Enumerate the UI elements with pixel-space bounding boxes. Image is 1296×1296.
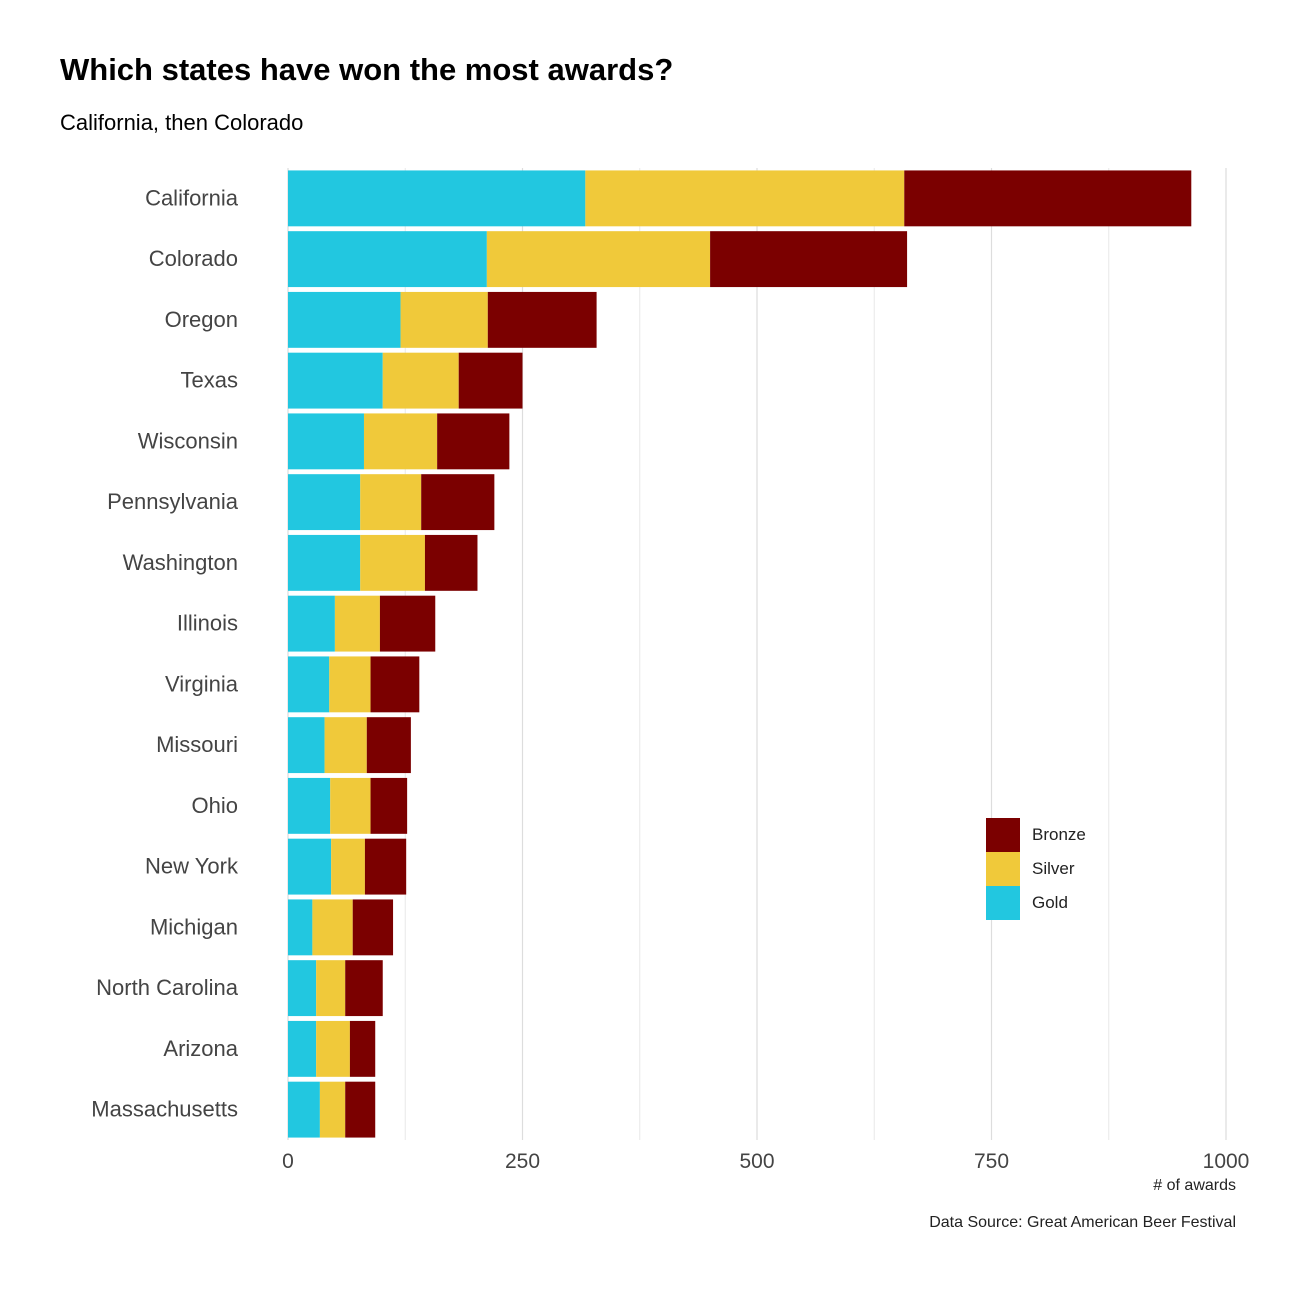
legend-label-silver: Silver: [1032, 859, 1075, 878]
bar-bronze-illinois: [379, 595, 436, 652]
bar-silver-california: [585, 170, 905, 227]
y-tick-label: Massachusetts: [91, 1097, 238, 1122]
bar-silver-michigan: [312, 899, 353, 956]
bar-gold-illinois: [288, 595, 335, 652]
bar-gold-ohio: [288, 777, 331, 834]
bar-silver-illinois: [334, 595, 380, 652]
bar-gold-missouri: [288, 717, 325, 774]
bar-gold-new-york: [288, 838, 332, 895]
bar-gold-texas: [288, 352, 383, 409]
bar-bronze-california: [904, 170, 1192, 227]
bar-silver-arizona: [316, 1020, 350, 1077]
y-tick-label: Wisconsin: [138, 428, 238, 453]
bar-bronze-arizona: [349, 1020, 376, 1077]
y-tick-label: New York: [145, 854, 239, 879]
bar-gold-california: [288, 170, 586, 227]
bar-gold-colorado: [288, 231, 487, 288]
y-tick-label: Illinois: [177, 611, 238, 636]
y-tick-label: Washington: [123, 550, 238, 575]
bar-bronze-ohio: [370, 777, 408, 834]
bar-gold-pennsylvania: [288, 474, 361, 531]
legend-swatch-silver: [986, 852, 1020, 886]
bar-bronze-pennsylvania: [421, 474, 495, 531]
bar-gold-washington: [288, 534, 361, 591]
y-tick-label: Oregon: [165, 307, 238, 332]
bar-silver-virginia: [329, 656, 371, 713]
y-tick-label: Michigan: [150, 914, 238, 939]
bar-gold-arizona: [288, 1020, 317, 1077]
bar-gold-massachusetts: [288, 1081, 320, 1138]
legend-item-gold: Gold: [986, 886, 1086, 920]
legend-label-bronze: Bronze: [1032, 825, 1086, 844]
y-tick-label: Ohio: [192, 793, 238, 818]
legend-swatch-bronze: [986, 818, 1020, 852]
y-tick-label: Texas: [181, 368, 238, 393]
bar-silver-ohio: [330, 777, 371, 834]
y-tick-label: Pennsylvania: [107, 489, 239, 514]
bar-silver-north-carolina: [316, 960, 346, 1017]
y-tick-label: Missouri: [156, 732, 238, 757]
legend-label-gold: Gold: [1032, 893, 1068, 912]
bar-gold-wisconsin: [288, 413, 364, 470]
bar-silver-new-york: [331, 838, 365, 895]
bar-silver-pennsylvania: [360, 474, 422, 531]
chart-title: Which states have won the most awards?: [60, 52, 674, 87]
bar-bronze-wisconsin: [437, 413, 510, 470]
bar-silver-washington: [360, 534, 425, 591]
bar-bronze-washington: [424, 534, 478, 591]
data-source-caption: Data Source: Great American Beer Festiva…: [929, 1214, 1236, 1231]
x-tick-label: 500: [739, 1150, 774, 1173]
bar-bronze-massachusetts: [345, 1081, 376, 1138]
bar-bronze-oregon: [487, 291, 597, 348]
bar-bronze-colorado: [710, 231, 908, 288]
bar-silver-oregon: [400, 291, 488, 348]
bar-silver-wisconsin: [363, 413, 438, 470]
y-tick-label: Virginia: [165, 671, 239, 696]
legend-swatch-gold: [986, 886, 1020, 920]
x-tick-label: 1000: [1203, 1150, 1250, 1173]
x-axis-title: # of awards: [1153, 1177, 1236, 1194]
y-tick-label: Arizona: [163, 1036, 238, 1061]
bar-silver-missouri: [324, 717, 367, 774]
bar-bronze-missouri: [366, 717, 411, 774]
bar-gold-north-carolina: [288, 960, 317, 1017]
bar-gold-michigan: [288, 899, 313, 956]
y-tick-label: California: [145, 185, 239, 210]
bar-bronze-new-york: [364, 838, 407, 895]
bar-silver-massachusetts: [319, 1081, 346, 1138]
bar-silver-colorado: [486, 231, 711, 288]
x-tick-label: 750: [974, 1150, 1009, 1173]
chart-subtitle: California, then Colorado: [60, 110, 304, 135]
bar-gold-virginia: [288, 656, 330, 713]
x-tick-label: 250: [505, 1150, 540, 1173]
bar-silver-texas: [382, 352, 459, 409]
legend-item-bronze: Bronze: [986, 818, 1086, 852]
y-tick-label: North Carolina: [96, 975, 239, 1000]
bar-bronze-north-carolina: [345, 960, 383, 1017]
bar-bronze-virginia: [370, 656, 420, 713]
y-tick-label: Colorado: [149, 246, 238, 271]
legend: Bronze Silver Gold: [986, 818, 1086, 920]
bar-bronze-michigan: [352, 899, 394, 956]
legend-item-silver: Silver: [986, 852, 1086, 886]
bar-bronze-texas: [458, 352, 523, 409]
x-tick-label: 0: [282, 1150, 294, 1173]
bar-gold-oregon: [288, 291, 401, 348]
